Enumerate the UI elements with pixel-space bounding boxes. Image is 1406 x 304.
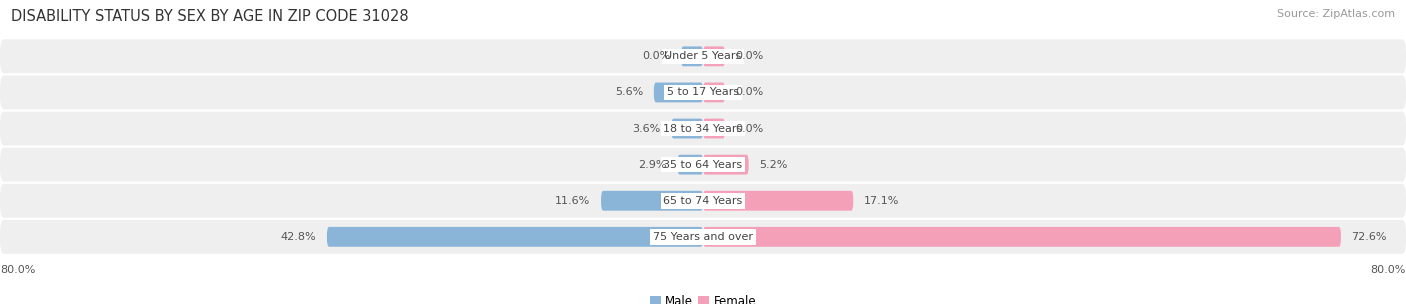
Text: 0.0%: 0.0% (735, 123, 763, 133)
FancyBboxPatch shape (0, 220, 1406, 254)
FancyBboxPatch shape (0, 148, 1406, 181)
FancyBboxPatch shape (703, 119, 725, 138)
FancyBboxPatch shape (681, 47, 703, 66)
Text: 0.0%: 0.0% (735, 88, 763, 98)
Text: 18 to 34 Years: 18 to 34 Years (664, 123, 742, 133)
Text: 80.0%: 80.0% (1371, 265, 1406, 275)
FancyBboxPatch shape (0, 112, 1406, 146)
FancyBboxPatch shape (703, 227, 1341, 247)
Text: 5.6%: 5.6% (614, 88, 644, 98)
FancyBboxPatch shape (602, 191, 703, 211)
Legend: Male, Female: Male, Female (645, 290, 761, 304)
FancyBboxPatch shape (0, 184, 1406, 218)
Text: 72.6%: 72.6% (1351, 232, 1386, 242)
Text: 42.8%: 42.8% (281, 232, 316, 242)
Text: Source: ZipAtlas.com: Source: ZipAtlas.com (1277, 9, 1395, 19)
Text: 80.0%: 80.0% (0, 265, 35, 275)
Text: 65 to 74 Years: 65 to 74 Years (664, 196, 742, 206)
Text: DISABILITY STATUS BY SEX BY AGE IN ZIP CODE 31028: DISABILITY STATUS BY SEX BY AGE IN ZIP C… (11, 9, 409, 24)
Text: 5 to 17 Years: 5 to 17 Years (666, 88, 740, 98)
FancyBboxPatch shape (0, 40, 1406, 73)
FancyBboxPatch shape (672, 119, 703, 138)
Text: 2.9%: 2.9% (638, 160, 666, 170)
FancyBboxPatch shape (703, 47, 725, 66)
Text: 3.6%: 3.6% (633, 123, 661, 133)
FancyBboxPatch shape (0, 75, 1406, 109)
Text: 17.1%: 17.1% (863, 196, 900, 206)
FancyBboxPatch shape (328, 227, 703, 247)
Text: 11.6%: 11.6% (555, 196, 591, 206)
Text: 0.0%: 0.0% (643, 51, 671, 61)
FancyBboxPatch shape (703, 191, 853, 211)
Text: 35 to 64 Years: 35 to 64 Years (664, 160, 742, 170)
Text: Under 5 Years: Under 5 Years (665, 51, 741, 61)
FancyBboxPatch shape (703, 82, 725, 102)
Text: 5.2%: 5.2% (759, 160, 787, 170)
Text: 0.0%: 0.0% (735, 51, 763, 61)
FancyBboxPatch shape (654, 82, 703, 102)
FancyBboxPatch shape (678, 155, 703, 174)
Text: 75 Years and over: 75 Years and over (652, 232, 754, 242)
FancyBboxPatch shape (703, 155, 749, 174)
